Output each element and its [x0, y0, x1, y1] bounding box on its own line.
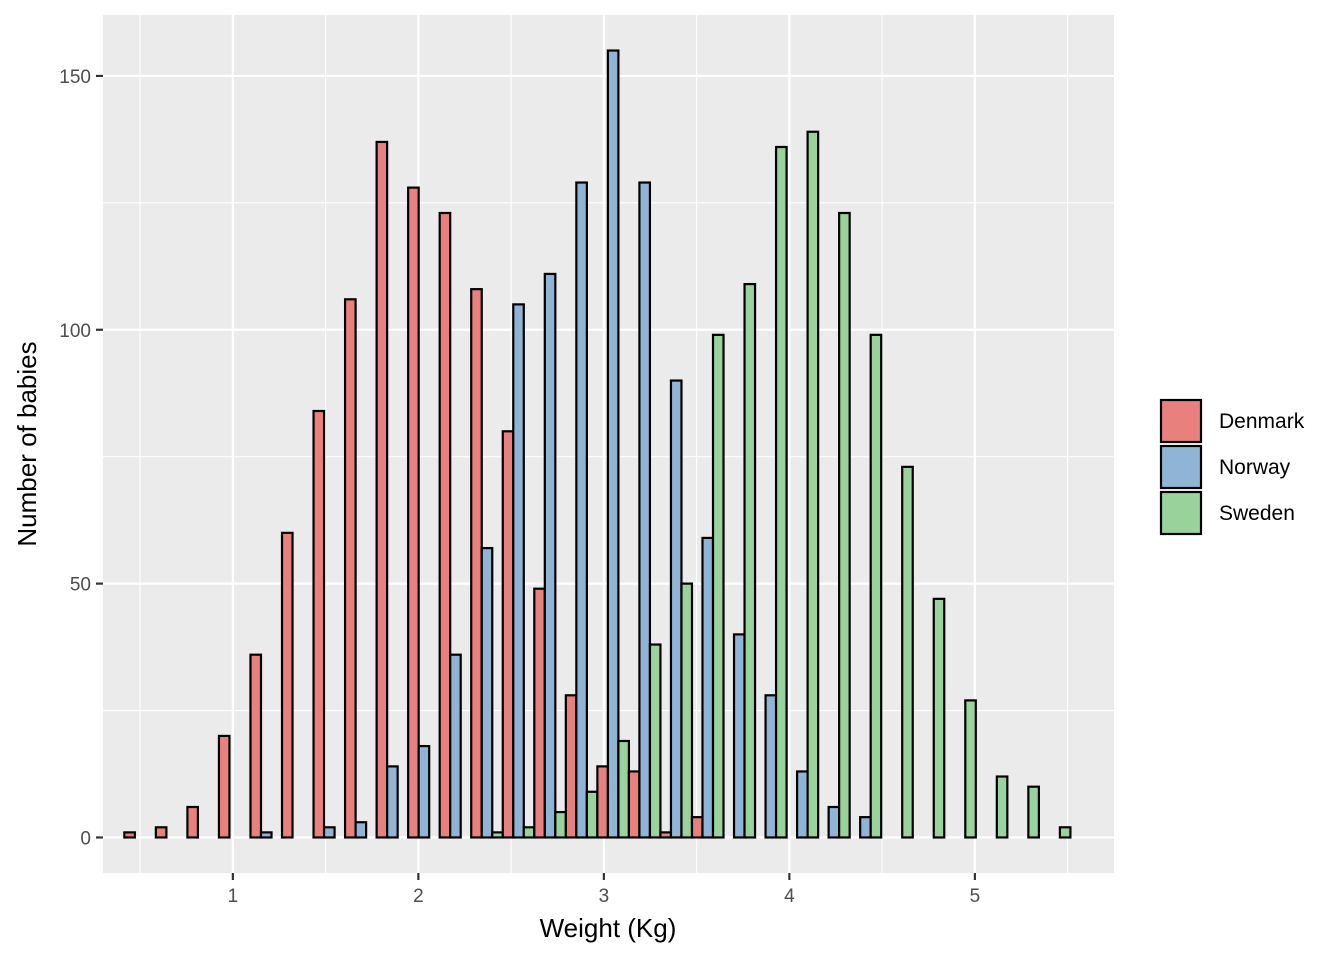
bar-norway: [827, 805, 841, 839]
y-tick-label: 100: [59, 321, 91, 342]
bar-sweden: [585, 790, 599, 839]
bar-denmark: [154, 826, 168, 839]
bar-sweden: [711, 333, 725, 839]
bar-norway: [386, 765, 399, 839]
bar-denmark: [501, 430, 515, 839]
bar-denmark: [659, 831, 673, 839]
bar-sweden: [901, 465, 914, 839]
bar-denmark: [627, 770, 641, 839]
bar-norway: [606, 49, 620, 839]
bar-norway: [732, 633, 746, 839]
y-axis: 0 50 100 150: [59, 67, 103, 849]
legend: Denmark Norway Sweden: [1159, 398, 1305, 536]
x-tick-label: 3: [599, 886, 610, 907]
legend-key-norway: [1159, 444, 1203, 490]
bar-sweden: [806, 130, 820, 839]
bar-norway: [480, 546, 494, 839]
x-tick-label: 5: [970, 886, 981, 907]
legend-label-sweden: Sweden: [1219, 502, 1295, 525]
legend-key-denmark: [1159, 398, 1203, 444]
y-tick-label: 50: [70, 575, 91, 596]
y-tick-label: 0: [80, 828, 91, 849]
bar-norway: [638, 181, 652, 839]
bar-norway: [354, 821, 368, 839]
bar-denmark: [564, 694, 578, 839]
bar-sweden: [617, 739, 631, 839]
bar-denmark: [217, 734, 231, 839]
bar-sweden: [838, 211, 851, 839]
bar-norway: [417, 744, 431, 839]
bar-sweden: [522, 826, 536, 839]
bar-sweden: [964, 699, 977, 839]
x-axis: 1 2 3 4 5: [228, 873, 981, 907]
bar-sweden: [680, 582, 694, 839]
bar-norway: [512, 303, 525, 839]
bar-denmark: [312, 409, 326, 839]
legend-label-norway: Norway: [1219, 456, 1291, 479]
bar-norway: [543, 272, 557, 839]
bar-denmark: [186, 805, 200, 839]
x-tick-label: 1: [228, 886, 239, 907]
bar-norway: [764, 694, 778, 839]
bar-sweden: [491, 831, 504, 839]
bar-denmark: [123, 831, 136, 839]
bar-layer: [123, 49, 1072, 839]
bar-sweden: [743, 282, 757, 839]
y-axis-title: Number of babies: [12, 341, 42, 546]
bar-norway: [859, 816, 872, 839]
bar-sweden: [995, 775, 1009, 839]
bar-denmark: [280, 531, 294, 839]
bar-denmark: [533, 587, 546, 839]
bar-norway: [701, 536, 715, 839]
x-tick-label: 2: [413, 886, 424, 907]
bar-norway: [449, 653, 462, 839]
bar-norway: [259, 831, 273, 839]
x-tick-label: 4: [784, 886, 795, 907]
bar-denmark: [249, 653, 263, 839]
bar-norway: [575, 181, 588, 839]
bar-norway: [322, 826, 336, 839]
bar-denmark: [438, 211, 452, 839]
bar-denmark: [343, 298, 357, 839]
legend-key-sweden: [1159, 490, 1203, 536]
bar-sweden: [932, 597, 946, 839]
x-axis-title: Weight (Kg): [540, 913, 677, 943]
bar-norway: [669, 379, 683, 839]
bar-denmark: [596, 765, 609, 839]
bar-sweden: [774, 145, 788, 839]
bar-sweden: [869, 333, 883, 839]
bar-sweden: [1058, 826, 1072, 839]
y-tick-label: 150: [59, 67, 91, 88]
bar-norway: [795, 770, 809, 839]
bar-sweden: [1027, 785, 1040, 839]
bar-denmark: [470, 288, 483, 839]
bar-sweden: [554, 810, 567, 839]
bar-denmark: [690, 816, 704, 839]
bar-denmark: [375, 140, 389, 839]
legend-label-denmark: Denmark: [1219, 410, 1305, 433]
bar-sweden: [648, 643, 662, 839]
bar-denmark: [407, 186, 420, 839]
